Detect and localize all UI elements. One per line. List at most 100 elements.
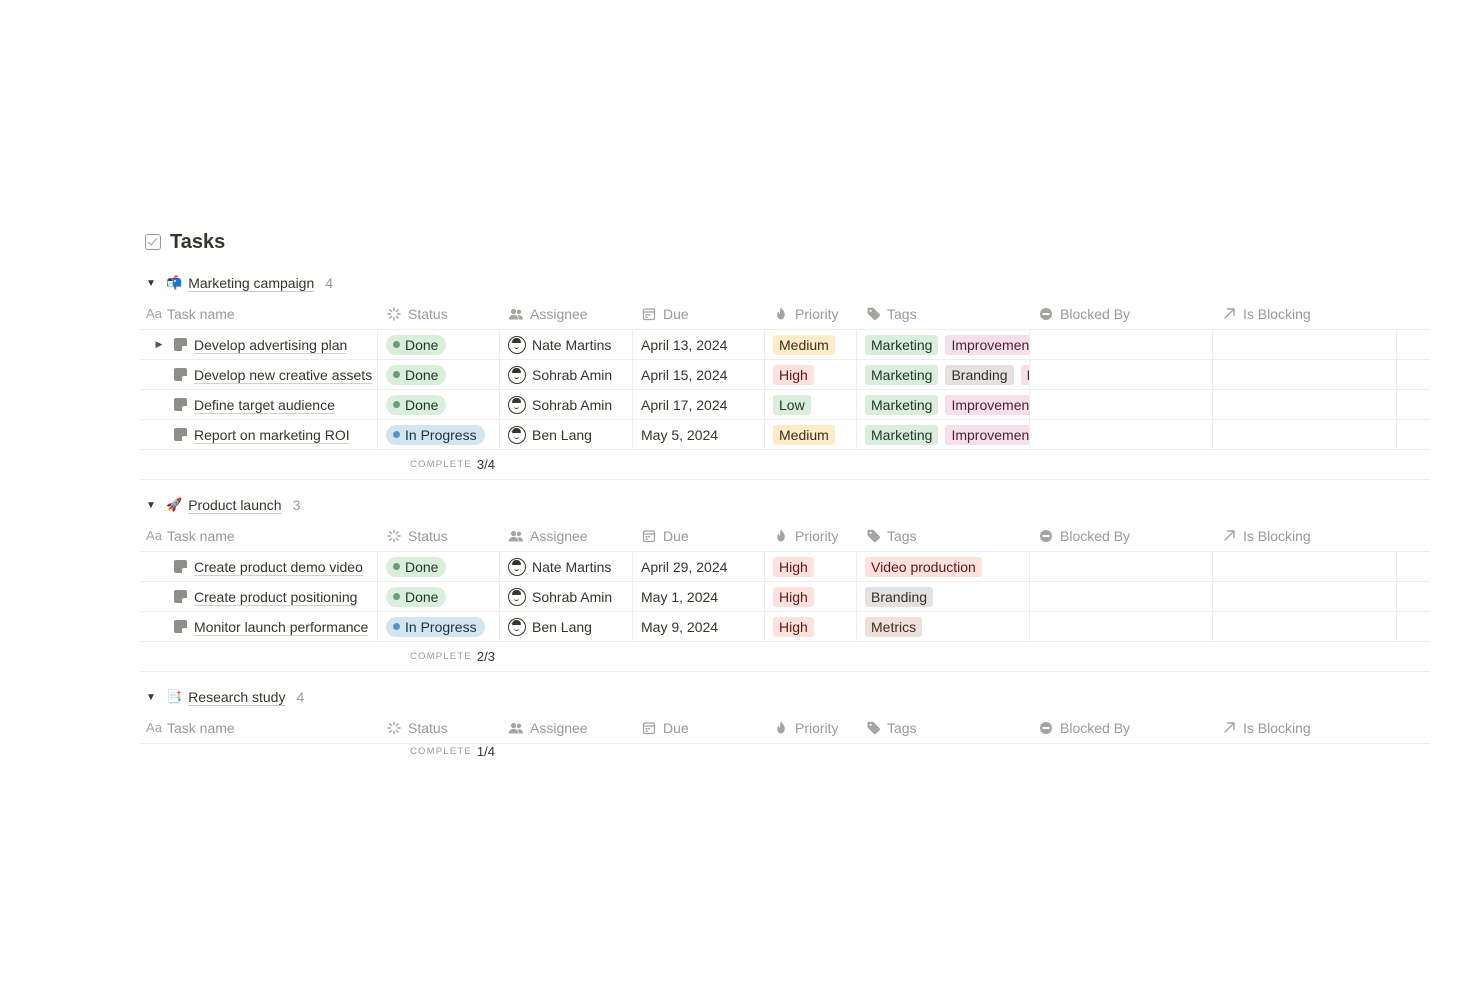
column-header-priority[interactable]: Priority — [765, 520, 857, 551]
column-header-priority[interactable]: Priority — [765, 712, 857, 743]
status-cell[interactable]: Done — [378, 330, 500, 359]
tag-badge[interactable]: Marketing — [865, 394, 939, 415]
column-header-status[interactable]: Status — [378, 520, 500, 551]
priority-cell[interactable]: Medium — [765, 330, 857, 359]
priority-cell[interactable]: High — [765, 612, 857, 641]
expand-toggle-icon[interactable]: ▶ — [155, 339, 163, 349]
column-header-is-blocking[interactable]: Is Blocking — [1213, 520, 1397, 551]
is-blocking-cell[interactable] — [1213, 360, 1397, 389]
blocked-by-cell[interactable] — [1030, 420, 1213, 449]
is-blocking-cell[interactable] — [1213, 390, 1397, 419]
due-cell[interactable]: May 9, 2024 — [633, 612, 765, 641]
task-name[interactable]: Develop advertising plan — [194, 336, 348, 353]
status-cell[interactable]: Done — [378, 552, 500, 581]
column-header-assignee[interactable]: Assignee — [500, 712, 633, 743]
column-header-blocked-by[interactable]: Blocked By — [1030, 298, 1213, 329]
tag-badge[interactable]: Improvement — [945, 424, 1029, 445]
assignee-cell[interactable]: Nate Martins — [500, 330, 633, 359]
group-name[interactable]: Research study — [188, 689, 286, 705]
status-badge[interactable]: Done — [386, 556, 447, 577]
due-cell[interactable]: April 13, 2024 — [633, 330, 765, 359]
collapse-toggle-icon[interactable]: ▼ — [146, 691, 156, 703]
tag-badge[interactable]: Metrics — [865, 616, 923, 637]
task-name-cell[interactable]: Create product demo video — [140, 552, 378, 581]
tag-badge[interactable]: Improvement — [1020, 364, 1029, 385]
column-header-due[interactable]: Due — [633, 712, 765, 743]
priority-badge[interactable]: High — [773, 556, 814, 577]
due-cell[interactable]: April 17, 2024 — [633, 390, 765, 419]
collapse-toggle-icon[interactable]: ▼ — [146, 499, 156, 511]
tag-badge[interactable]: Improvement — [945, 334, 1029, 355]
complete-summary[interactable]: COMPLETE 1/4 — [410, 744, 495, 758]
group-header[interactable]: ▼ 📑 Research study 4 — [140, 682, 1430, 712]
table-row[interactable]: Monitor launch performance In Progress Ben… — [140, 612, 1430, 642]
blocked-by-cell[interactable] — [1030, 330, 1213, 359]
table-row[interactable]: Create product demo video Done Nate Martin… — [140, 552, 1430, 582]
priority-badge[interactable]: Medium — [773, 334, 835, 355]
group-name[interactable]: Marketing campaign — [188, 275, 315, 291]
group-name[interactable]: Product launch — [188, 497, 282, 513]
task-name[interactable]: Define target audience — [194, 396, 335, 413]
group-header[interactable]: ▼ 📬 Marketing campaign 4 — [140, 268, 1430, 298]
tag-badge[interactable]: Marketing — [865, 424, 939, 445]
blocked-by-cell[interactable] — [1030, 552, 1213, 581]
column-header-is-blocking[interactable]: Is Blocking — [1213, 712, 1397, 743]
column-header-assignee[interactable]: Assignee — [500, 298, 633, 329]
assignee-cell[interactable]: Sohrab Amin — [500, 360, 633, 389]
is-blocking-cell[interactable] — [1213, 612, 1397, 641]
tags-cell[interactable]: Marketing Branding Improvement — [857, 360, 1030, 389]
blocked-by-cell[interactable] — [1030, 582, 1213, 611]
priority-cell[interactable]: Low — [765, 390, 857, 419]
column-header-task-name[interactable]: Aa Task name — [140, 520, 378, 551]
due-cell[interactable]: May 1, 2024 — [633, 582, 765, 611]
column-header-blocked-by[interactable]: Blocked By — [1030, 712, 1213, 743]
table-row[interactable]: Report on marketing ROI In Progress Ben La… — [140, 420, 1430, 450]
complete-summary[interactable]: COMPLETE 3/4 — [410, 457, 495, 472]
status-cell[interactable]: Done — [378, 582, 500, 611]
priority-badge[interactable]: Low — [773, 394, 811, 415]
tag-badge[interactable]: Branding — [865, 586, 934, 607]
priority-badge[interactable]: High — [773, 364, 814, 385]
priority-badge[interactable]: Medium — [773, 424, 835, 445]
tag-badge[interactable]: Video production — [865, 556, 982, 577]
tag-badge[interactable]: Marketing — [865, 334, 939, 355]
is-blocking-cell[interactable] — [1213, 330, 1397, 359]
task-name-cell[interactable]: Define target audience — [140, 390, 378, 419]
priority-cell[interactable]: Medium — [765, 420, 857, 449]
column-header-blocked-by[interactable]: Blocked By — [1030, 520, 1213, 551]
column-header-priority[interactable]: Priority — [765, 298, 857, 329]
column-header-task-name[interactable]: Aa Task name — [140, 298, 378, 329]
tag-badge[interactable]: Marketing — [865, 364, 939, 385]
assignee-cell[interactable]: Ben Lang — [500, 420, 633, 449]
status-cell[interactable]: Done — [378, 390, 500, 419]
tags-cell[interactable]: Marketing Improvement — [857, 390, 1030, 419]
column-header-assignee[interactable]: Assignee — [500, 520, 633, 551]
task-name-cell[interactable]: Develop new creative assets — [140, 360, 378, 389]
tag-badge[interactable]: Improvement — [945, 394, 1029, 415]
assignee-cell[interactable]: Ben Lang — [500, 612, 633, 641]
assignee-cell[interactable]: Sohrab Amin — [500, 582, 633, 611]
task-name-cell[interactable]: Report on marketing ROI — [140, 420, 378, 449]
collapse-toggle-icon[interactable]: ▼ — [146, 277, 156, 289]
tags-cell[interactable]: Branding — [857, 582, 1030, 611]
tags-cell[interactable]: Metrics — [857, 612, 1030, 641]
assignee-cell[interactable]: Sohrab Amin — [500, 390, 633, 419]
column-header-due[interactable]: Due — [633, 520, 765, 551]
column-header-is-blocking[interactable]: Is Blocking — [1213, 298, 1397, 329]
column-header-task-name[interactable]: Aa Task name — [140, 712, 378, 743]
due-cell[interactable]: April 29, 2024 — [633, 552, 765, 581]
task-name[interactable]: Create product positioning — [194, 588, 358, 605]
group-header[interactable]: ▼ 🚀 Product launch 3 — [140, 490, 1430, 520]
blocked-by-cell[interactable] — [1030, 390, 1213, 419]
table-row[interactable]: Create product positioning Done Sohrab Ami… — [140, 582, 1430, 612]
table-row[interactable]: Develop new creative assets Done Sohrab Am… — [140, 360, 1430, 390]
column-header-status[interactable]: Status — [378, 712, 500, 743]
task-name[interactable]: Report on marketing ROI — [194, 426, 350, 443]
tags-cell[interactable]: Video production — [857, 552, 1030, 581]
task-name[interactable]: Monitor launch performance — [194, 618, 369, 635]
priority-badge[interactable]: High — [773, 616, 814, 637]
assignee-cell[interactable]: Nate Martins — [500, 552, 633, 581]
task-name[interactable]: Develop new creative assets — [194, 366, 373, 383]
task-name-cell[interactable]: Monitor launch performance — [140, 612, 378, 641]
column-header-due[interactable]: Due — [633, 298, 765, 329]
